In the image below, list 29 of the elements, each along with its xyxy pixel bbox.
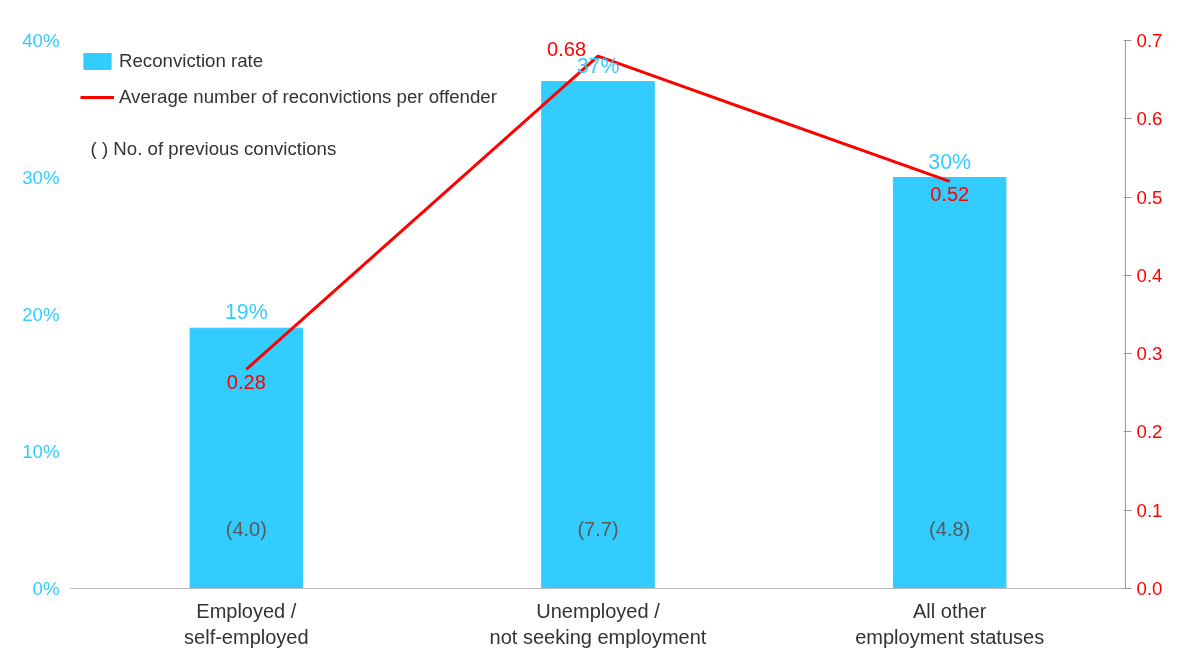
bar bbox=[189, 327, 304, 589]
y2-tick-label: 0.2 bbox=[1136, 421, 1163, 443]
y2-tick-label: 0.5 bbox=[1136, 186, 1163, 208]
y-tick-label: 40% bbox=[22, 30, 60, 51]
y-tick-label: 0% bbox=[32, 578, 60, 599]
bar bbox=[541, 81, 655, 589]
x-tick-label: All other employment statuses bbox=[855, 599, 1045, 648]
x-tick-label: Employed / self-employed bbox=[184, 599, 309, 648]
y2-tick-label: 0.1 bbox=[1136, 499, 1163, 521]
y2-tick-label: 0.7 bbox=[1136, 30, 1163, 51]
data-label: 30% bbox=[928, 149, 972, 174]
legend-label: Average number of reconvictions per offender bbox=[119, 86, 497, 108]
bar bbox=[892, 177, 1007, 589]
annotation: (4.8) bbox=[929, 517, 971, 540]
data-label: 0.52 bbox=[930, 183, 970, 206]
y-tick-label: 10% bbox=[22, 441, 60, 462]
annotation: (4.0) bbox=[225, 517, 267, 540]
annotation: (7.7) bbox=[577, 517, 619, 540]
annotation: ( ) No. of previous convictions bbox=[90, 137, 337, 159]
x-tick-label: Unemployed / not seeking employment bbox=[489, 599, 707, 648]
y2-tick-label: 0.0 bbox=[1136, 578, 1163, 599]
y-tick-label: 20% bbox=[22, 304, 60, 325]
data-label: 0.28 bbox=[226, 371, 266, 394]
legend-label: Reconviction rate bbox=[119, 50, 264, 72]
y2-tick-label: 0.6 bbox=[1136, 108, 1163, 130]
y-tick-label: 30% bbox=[22, 167, 60, 188]
y2-tick-label: 0.3 bbox=[1136, 343, 1163, 365]
y2-tick-label: 0.4 bbox=[1136, 264, 1163, 286]
data-label: 19% bbox=[224, 300, 268, 325]
